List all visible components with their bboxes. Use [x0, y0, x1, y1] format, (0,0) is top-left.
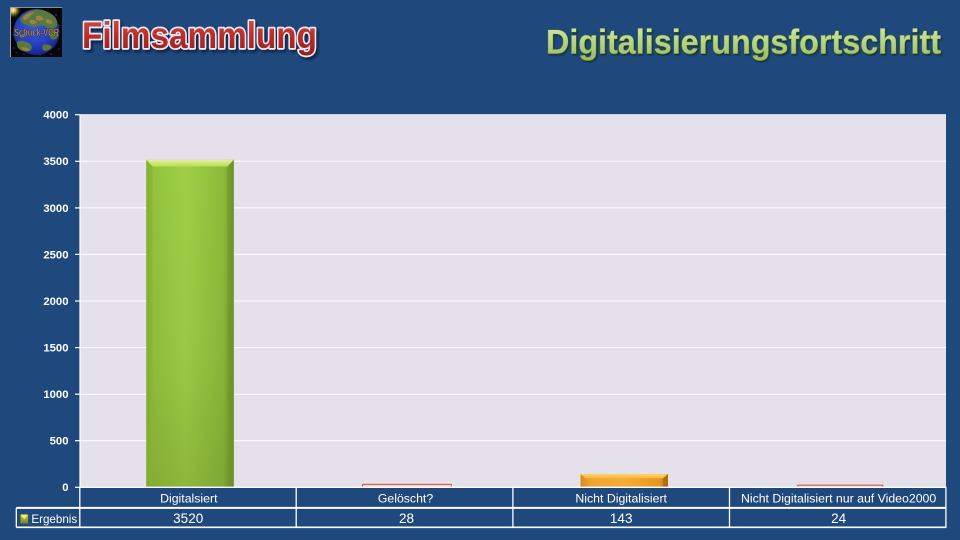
svg-text:1500: 1500 — [43, 343, 68, 355]
svg-text:0: 0 — [62, 482, 68, 494]
svg-text:24: 24 — [831, 511, 847, 526]
svg-text:Digitalsiert: Digitalsiert — [160, 491, 218, 505]
svg-text:3500: 3500 — [43, 156, 68, 168]
svg-text:1000: 1000 — [43, 389, 68, 401]
svg-text:3520: 3520 — [173, 511, 203, 526]
svg-text:143: 143 — [610, 511, 633, 526]
svg-text:Digitalisierungsfortschritt: Digitalisierungsfortschritt — [546, 23, 941, 61]
svg-text:Nicht Digitalisiert nur auf Vi: Nicht Digitalisiert nur auf Video2000 — [741, 491, 936, 505]
svg-text:Filmsammlung: Filmsammlung — [82, 15, 317, 56]
svg-text:500: 500 — [50, 436, 69, 448]
svg-text:28: 28 — [399, 511, 414, 526]
svg-text:2000: 2000 — [43, 296, 68, 308]
svg-text:4000: 4000 — [43, 110, 68, 122]
svg-text:3000: 3000 — [43, 203, 68, 215]
svg-text:Schuck-VCR: Schuck-VCR — [14, 27, 59, 39]
svg-text:Gelöscht?: Gelöscht? — [378, 491, 434, 505]
svg-text:Ergebnis: Ergebnis — [31, 513, 77, 526]
svg-text:2500: 2500 — [43, 249, 68, 261]
svg-text:Nicht Digitalisiert: Nicht Digitalisiert — [575, 491, 667, 505]
